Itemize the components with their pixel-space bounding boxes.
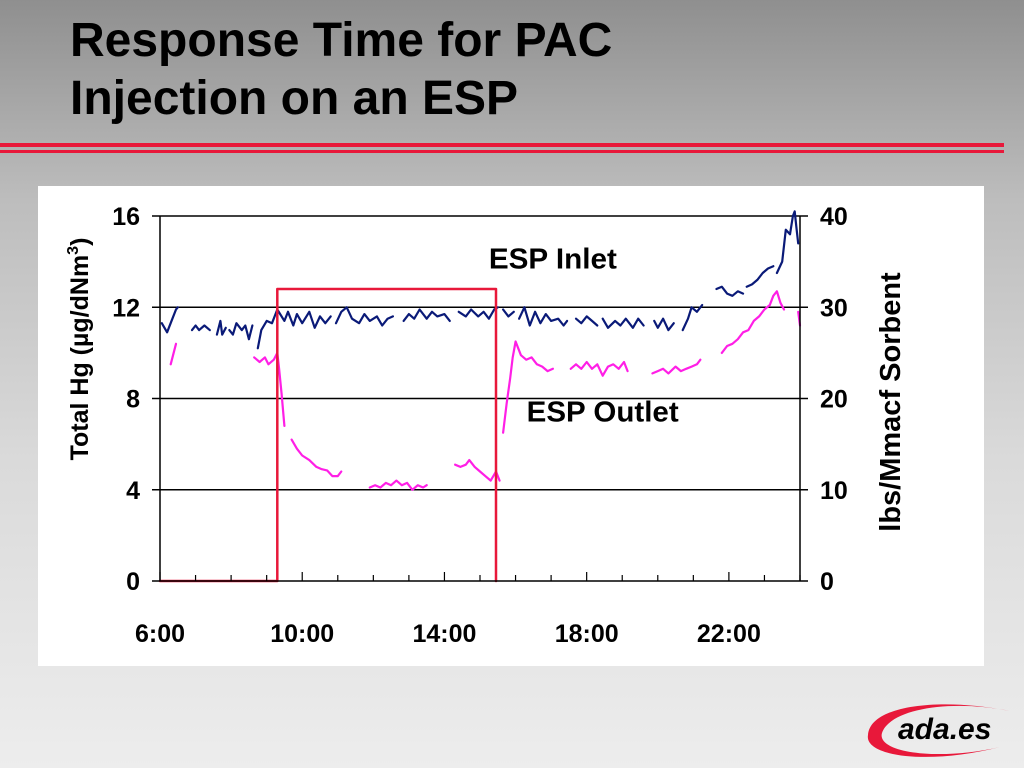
- y-tick-label-right: 10: [820, 477, 848, 505]
- slide-title-line-1: Response Time for PAC: [70, 14, 613, 67]
- series-line-esp-inlet: [502, 308, 515, 318]
- tick-labels: 0 4 8 12 16 0 10 20 30 40 6:00 10:00 14:00 18:00 22:00: [112, 203, 848, 648]
- y-axis-left-label-close: ): [66, 238, 94, 246]
- y-tick-label-right: 20: [820, 386, 848, 414]
- series-line-esp-inlet: [653, 317, 675, 332]
- chart-panel: 0 4 8 12 16 0 10 20 30 40 6:00 10:00 14:00 18:00 22:00…: [38, 186, 984, 666]
- annotation-esp-outlet: ESP Outlet: [527, 396, 679, 428]
- series-line-esp-outlet: [720, 290, 786, 354]
- y-tick-label-right: 30: [820, 294, 848, 322]
- title-underline-bottom: [0, 150, 1004, 153]
- y-tick-label-left: 16: [112, 203, 140, 231]
- series-line-esp-outlet: [502, 340, 554, 434]
- series-line-esp-outlet: [290, 438, 343, 478]
- series-line-esp-inlet: [745, 265, 775, 288]
- series-line-esp-inlet: [681, 303, 704, 332]
- series-line-esp-inlet: [715, 285, 745, 297]
- slide-title-line-2: Injection on an ESP: [70, 72, 519, 125]
- y-axis-right-label: lbs/Mmacf Sorbent: [875, 272, 907, 532]
- series-line-esp-outlet: [569, 360, 629, 377]
- y-tick-label-left: 12: [112, 294, 140, 322]
- title-underline-top: [0, 143, 1004, 147]
- series-line-esp-inlet: [256, 308, 332, 350]
- y-tick-label-left: 0: [126, 568, 140, 596]
- series-line-esp-outlet: [169, 342, 178, 366]
- series-line-esp-inlet: [160, 306, 179, 334]
- y-axis-left-label: Total Hg (µg/dNm3): [65, 238, 94, 461]
- series-line-esp-inlet: [457, 306, 499, 320]
- series-line-sorbent: [158, 287, 498, 583]
- slide-title: Response Time for PAC Injection on an ES…: [70, 12, 612, 128]
- y-axis-left-label-sup: 3: [65, 246, 82, 255]
- series-line-esp-inlet: [215, 319, 227, 336]
- x-tick-label: 6:00: [135, 620, 185, 648]
- grid-lines: [160, 215, 800, 491]
- series-line-esp-inlet: [402, 308, 451, 322]
- annotations: ESP Inlet ESP Outlet: [489, 243, 679, 428]
- y-tick-label-right: 0: [820, 568, 834, 596]
- x-tick-label: 14:00: [412, 620, 476, 648]
- series-line-esp-outlet: [651, 358, 702, 375]
- x-tick-label: 10:00: [270, 620, 334, 648]
- company-logo: ada.es: [867, 704, 1010, 757]
- series-line-esp-outlet: [253, 351, 286, 427]
- series-layer: [158, 210, 802, 583]
- series-line-esp-inlet: [518, 306, 569, 327]
- series-line-esp-inlet: [228, 322, 254, 341]
- series-line-esp-inlet: [775, 210, 800, 275]
- series-line-esp-inlet: [334, 306, 394, 327]
- logo-text: ada.es: [898, 713, 991, 746]
- x-tick-label: 22:00: [697, 620, 761, 648]
- y-tick-label-left: 4: [126, 477, 140, 505]
- axes: [152, 215, 808, 582]
- series-line-esp-inlet: [574, 315, 599, 327]
- x-tick-label: 18:00: [555, 620, 619, 648]
- series-line-esp-inlet: [190, 324, 211, 332]
- series-line-esp-inlet: [601, 317, 645, 329]
- y-tick-label-right: 40: [820, 203, 848, 231]
- series-line-esp-outlet: [368, 479, 428, 491]
- y-tick-label-left: 8: [126, 386, 140, 414]
- annotation-esp-inlet: ESP Inlet: [489, 243, 617, 275]
- series-line-esp-outlet: [454, 459, 501, 482]
- y-axis-left-label-text: Total Hg (µg/dNm: [66, 255, 94, 461]
- chart: 0 4 8 12 16 0 10 20 30 40 6:00 10:00 14:00 18:00 22:00…: [65, 203, 907, 648]
